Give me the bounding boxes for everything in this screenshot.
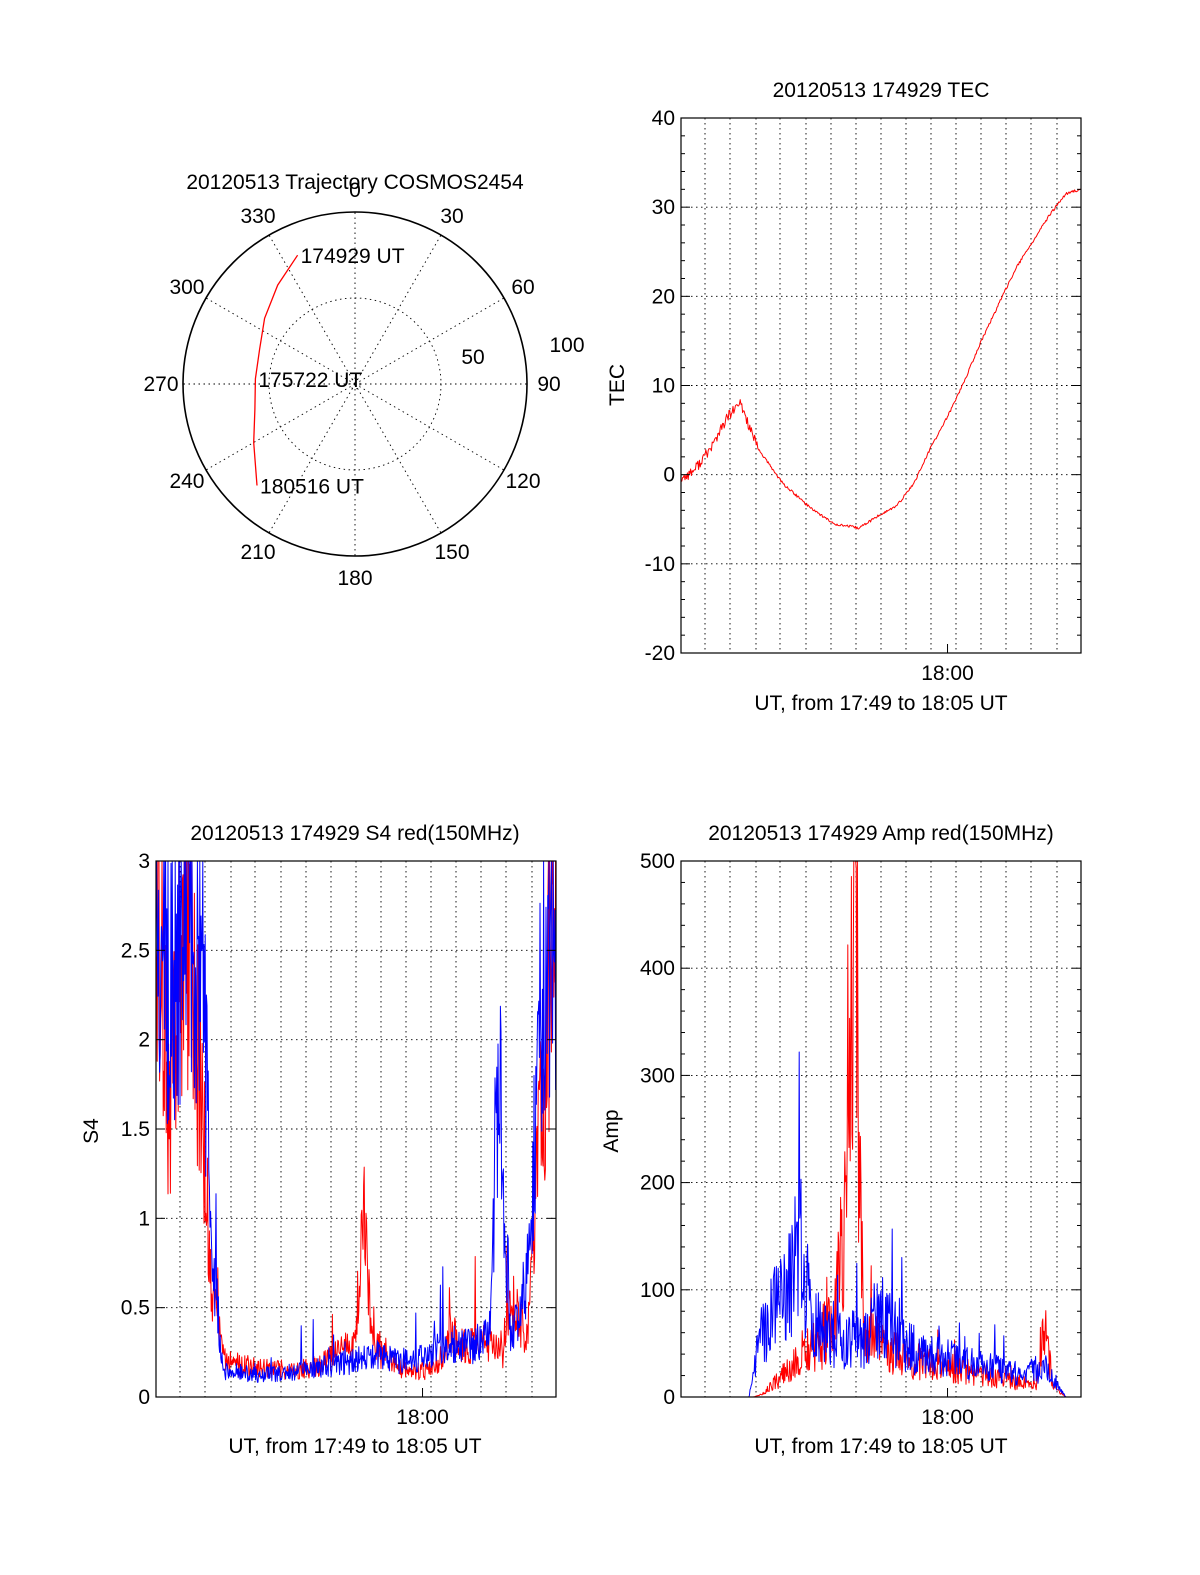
- amp-y-tick-label-3: 300: [640, 1064, 675, 1087]
- polar-angle-label-30: 30: [440, 205, 463, 228]
- tec-ticks: [681, 117, 1081, 654]
- polar-spoke-300: [205, 297, 356, 385]
- trajectory-line: [253, 254, 299, 486]
- tec-y-tick-labels: -20 -10 0 10 20 30 40: [645, 107, 675, 665]
- tec-y-tick-label-1: -10: [645, 553, 675, 576]
- polar-angle-labels: 0 30 60 90 120 150 180 210 240 270 300 330: [143, 179, 560, 590]
- trajectory-title: 20120513 Trajectory COSMOS2454: [186, 171, 524, 194]
- s4-x-tick-labels: 18:00: [396, 1406, 449, 1429]
- polar-spoke-150: [354, 383, 442, 534]
- polar-angle-label-0: 0: [349, 179, 361, 202]
- tec-x-tick-labels: 18:00: [921, 662, 974, 685]
- polar-spoke-330: [268, 234, 356, 385]
- tec-y-tick-label-0: -20: [645, 642, 675, 665]
- polar-angle-label-270: 270: [143, 373, 178, 396]
- polar-angle-label-300: 300: [169, 276, 204, 299]
- s4-series: [155, 860, 557, 1383]
- tec-y-tick-label-5: 30: [652, 196, 675, 219]
- tec-x-tick-label-0: 18:00: [921, 662, 974, 685]
- polar-spoke-120: [354, 383, 505, 471]
- amp-y-tick-label-2: 200: [640, 1172, 675, 1195]
- amp-series-1-line: [681, 1051, 1081, 1398]
- amp-grid: [681, 861, 1081, 1397]
- amp-title: 20120513 174929 Amp red(150MHz): [708, 822, 1054, 845]
- polar-angle-label-120: 120: [505, 470, 540, 493]
- amp-y-tick-label-5: 500: [640, 850, 675, 873]
- tec-x-axis-label: UT, from 17:49 to 18:05 UT: [754, 692, 1007, 715]
- amp-y-tick-label-0: 0: [663, 1386, 675, 1409]
- s4-x-axis-label: UT, from 17:49 to 18:05 UT: [228, 1435, 481, 1458]
- amp-x-axis-label: UT, from 17:49 to 18:05 UT: [754, 1435, 1007, 1458]
- trajectory-track: [253, 254, 299, 486]
- polar-spoke-30: [354, 234, 442, 385]
- amp-y-tick-label-4: 400: [640, 957, 675, 980]
- amp-x-tick-label-0: 18:00: [921, 1406, 974, 1429]
- polar-angle-label-60: 60: [511, 276, 534, 299]
- s4-panel: 20120513 174929 S4 red(150MHz) 0 0.5 1 1.5 2…: [80, 822, 557, 1458]
- tec-y-tick-label-4: 20: [652, 285, 675, 308]
- trajectory-annotations: 174929 UT 175722 UT 180516 UT: [258, 245, 404, 498]
- polar-radial-label-100: 100: [549, 334, 584, 357]
- polar-spoke-240: [205, 383, 356, 471]
- polar-outer-circle: [182, 211, 528, 557]
- amp-x-tick-labels: 18:00: [921, 1406, 974, 1429]
- amp-y-axis-label: Amp: [600, 1109, 623, 1152]
- s4-x-tick-label-0: 18:00: [396, 1406, 449, 1429]
- tec-grid: [681, 118, 1081, 653]
- polar-spoke-210: [268, 383, 356, 534]
- trajectory-annotation-1: 175722 UT: [258, 369, 362, 392]
- s4-y-tick-label-0: 0: [138, 1386, 150, 1409]
- s4-y-tick-label-3: 1.5: [121, 1118, 150, 1141]
- s4-grid: [156, 861, 556, 1397]
- trajectory-annotation-2: 180516 UT: [260, 475, 364, 498]
- tec-y-axis-label: TEC: [606, 364, 629, 406]
- polar-angle-label-90: 90: [537, 373, 560, 396]
- amp-plot-frame: [680, 860, 1082, 1398]
- s4-series-1-line: [155, 860, 557, 1383]
- amp-ticks: [681, 860, 1081, 1398]
- s4-y-tick-label-1: 0.5: [121, 1297, 150, 1320]
- polar-spoke-60: [354, 297, 505, 385]
- polar-angle-label-150: 150: [434, 541, 469, 564]
- s4-y-tick-label-6: 3: [138, 850, 150, 873]
- amp-y-tick-labels: 0 100 200 300 400 500: [640, 850, 675, 1409]
- s4-ticks: [156, 860, 556, 1398]
- s4-y-tick-label-5: 2.5: [121, 939, 150, 962]
- tec-title: 20120513 174929 TEC: [773, 79, 990, 102]
- polar-angle-label-240: 240: [169, 470, 204, 493]
- tec-series-0-line: [680, 188, 1082, 530]
- polar-angle-label-180: 180: [337, 567, 372, 590]
- polar-angle-label-210: 210: [240, 541, 275, 564]
- tec-y-tick-label-3: 10: [652, 375, 675, 398]
- polar-angle-label-330: 330: [240, 205, 275, 228]
- polar-radial-label-50: 50: [461, 346, 484, 369]
- s4-y-tick-label-4: 2: [138, 1029, 150, 1052]
- tec-y-tick-label-6: 40: [652, 107, 675, 130]
- polar-grid: [183, 212, 527, 556]
- trajectory-annotation-0: 174929 UT: [301, 245, 405, 268]
- amp-panel: 20120513 174929 Amp red(150MHz) 0 100 200 3…: [600, 822, 1082, 1458]
- s4-y-tick-labels: 0 0.5 1 1.5 2 2.5 3: [121, 850, 150, 1409]
- tec-y-tick-label-2: 0: [663, 464, 675, 487]
- tec-panel: 20120513 174929 TEC -20 -10 0 10 20 30 40 18:0…: [606, 79, 1082, 715]
- tec-series: [680, 188, 1082, 530]
- amp-y-tick-label-1: 100: [640, 1279, 675, 1302]
- s4-y-tick-label-2: 1: [138, 1207, 150, 1230]
- trajectory-panel: 20120513 Trajectory COSMOS2454 0 30 60 90 12…: [143, 171, 584, 590]
- s4-title: 20120513 174929 S4 red(150MHz): [190, 822, 519, 845]
- s4-y-axis-label: S4: [80, 1118, 103, 1144]
